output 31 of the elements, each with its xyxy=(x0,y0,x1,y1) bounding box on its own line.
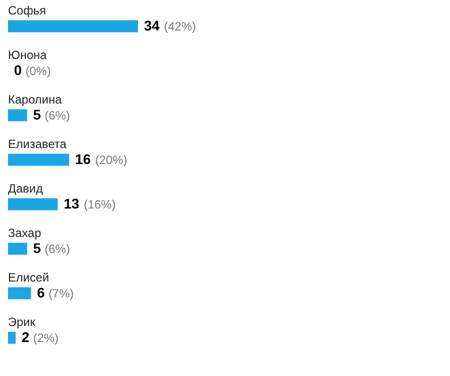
bar xyxy=(8,154,70,166)
y-tick-label: Елизавета xyxy=(8,136,67,151)
annotation: (20%) xyxy=(95,152,128,167)
data-label: 13 xyxy=(64,195,80,212)
data-label: 5 xyxy=(33,240,42,256)
annotation: (7%) xyxy=(48,286,74,300)
bar xyxy=(8,332,16,344)
bar xyxy=(8,20,138,32)
y-tick-label: Каролина xyxy=(8,92,62,106)
bar xyxy=(8,198,58,210)
data-label: 5 xyxy=(33,106,42,122)
y-tick-label: Елисей xyxy=(8,270,50,284)
y-tick-label: Эрик xyxy=(8,314,36,329)
bar xyxy=(8,287,31,300)
y-tick-label: Захар xyxy=(8,226,42,240)
y-tick-label: Юнона xyxy=(8,48,48,62)
annotation: (42%) xyxy=(164,19,196,34)
bar xyxy=(8,242,28,255)
annotation: (0%) xyxy=(26,64,51,78)
annotation: (16%) xyxy=(84,197,116,212)
annotation: (2%) xyxy=(33,330,58,345)
data-label: 2 xyxy=(22,328,30,345)
y-tick-label: Софья xyxy=(8,3,46,18)
bar xyxy=(8,109,28,122)
data-label: 0 xyxy=(14,62,22,78)
data-label: 34 xyxy=(144,17,160,34)
annotation: (6%) xyxy=(44,242,70,256)
data-label: 6 xyxy=(36,284,45,300)
annotation: (6%) xyxy=(44,108,70,122)
data-label: 16 xyxy=(75,150,91,167)
y-tick-label: Давид xyxy=(8,181,43,196)
